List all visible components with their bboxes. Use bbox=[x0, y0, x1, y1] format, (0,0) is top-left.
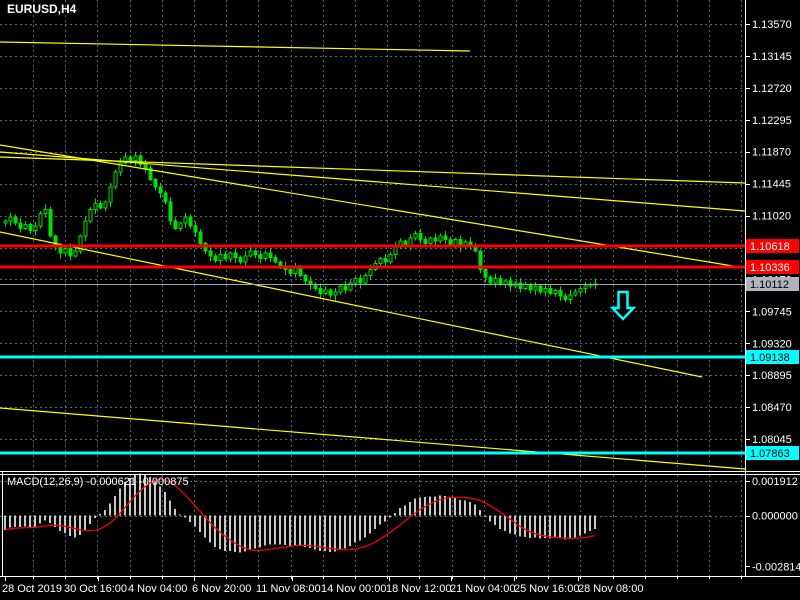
svg-text:1.08895: 1.08895 bbox=[752, 370, 792, 382]
macd-histogram bbox=[4, 473, 596, 553]
down-arrow-icon bbox=[609, 290, 637, 321]
svg-text:-0.002814: -0.002814 bbox=[752, 561, 800, 573]
svg-text:1.09745: 1.09745 bbox=[752, 306, 792, 318]
grid-lines bbox=[0, 0, 745, 576]
svg-text:6 Nov 20:00: 6 Nov 20:00 bbox=[192, 583, 251, 595]
svg-text:25 Nov 16:00: 25 Nov 16:00 bbox=[514, 583, 579, 595]
level-lines bbox=[0, 244, 745, 455]
trendlines bbox=[0, 41, 746, 470]
svg-text:1.07863: 1.07863 bbox=[750, 448, 790, 460]
svg-text:1.09138: 1.09138 bbox=[750, 352, 790, 364]
svg-text:0.000000: 0.000000 bbox=[752, 511, 798, 523]
svg-text:1.11870: 1.11870 bbox=[752, 147, 791, 159]
price-level-badges: 1.10618 1.10336 1.09138 1.07863 1.10112 bbox=[746, 238, 799, 460]
svg-text:14 Nov 00:00: 14 Nov 00:00 bbox=[321, 583, 386, 595]
svg-text:28 Nov 08:00: 28 Nov 08:00 bbox=[578, 583, 643, 595]
svg-text:28 Oct 2019: 28 Oct 2019 bbox=[2, 583, 62, 595]
svg-text:1.09320: 1.09320 bbox=[752, 338, 792, 350]
axis-frame bbox=[0, 0, 800, 581]
svg-text:1.12720: 1.12720 bbox=[752, 83, 792, 95]
svg-text:1.11445: 1.11445 bbox=[752, 179, 791, 191]
svg-text:1.10112: 1.10112 bbox=[750, 279, 789, 291]
svg-text:1.10618: 1.10618 bbox=[750, 241, 790, 253]
svg-text:1.11020: 1.11020 bbox=[752, 211, 791, 223]
svg-text:1.08045: 1.08045 bbox=[752, 434, 792, 446]
time-axis-labels: 28 Oct 2019 30 Oct 16:00 4 Nov 04:00 6 Nov … bbox=[2, 583, 643, 595]
svg-text:1.12295: 1.12295 bbox=[752, 115, 792, 127]
svg-text:1.13145: 1.13145 bbox=[752, 51, 792, 63]
svg-text:11 Nov 08:00: 11 Nov 08:00 bbox=[256, 583, 321, 595]
svg-text:1.10336: 1.10336 bbox=[750, 262, 790, 274]
macd-signal-line bbox=[4, 478, 596, 551]
svg-text:1.13570: 1.13570 bbox=[752, 19, 792, 31]
svg-text:1.08470: 1.08470 bbox=[752, 402, 792, 414]
svg-text:30 Oct 16:00: 30 Oct 16:00 bbox=[64, 583, 127, 595]
chart-symbol-label: EURUSD,H4 bbox=[7, 2, 77, 16]
price-axis-labels: 1.13570 1.13145 1.12720 1.12295 1.11870 1.114… bbox=[745, 19, 800, 573]
svg-text:0.001912: 0.001912 bbox=[752, 476, 798, 488]
svg-text:21 Nov 04:00: 21 Nov 04:00 bbox=[450, 583, 515, 595]
macd-indicator-label: MACD(12,26,9) -0.000621 -0.000875 bbox=[7, 476, 189, 488]
svg-text:18 Nov 12:00: 18 Nov 12:00 bbox=[386, 583, 451, 595]
candlesticks bbox=[3, 152, 598, 304]
svg-text:4 Nov 04:00: 4 Nov 04:00 bbox=[128, 583, 187, 595]
